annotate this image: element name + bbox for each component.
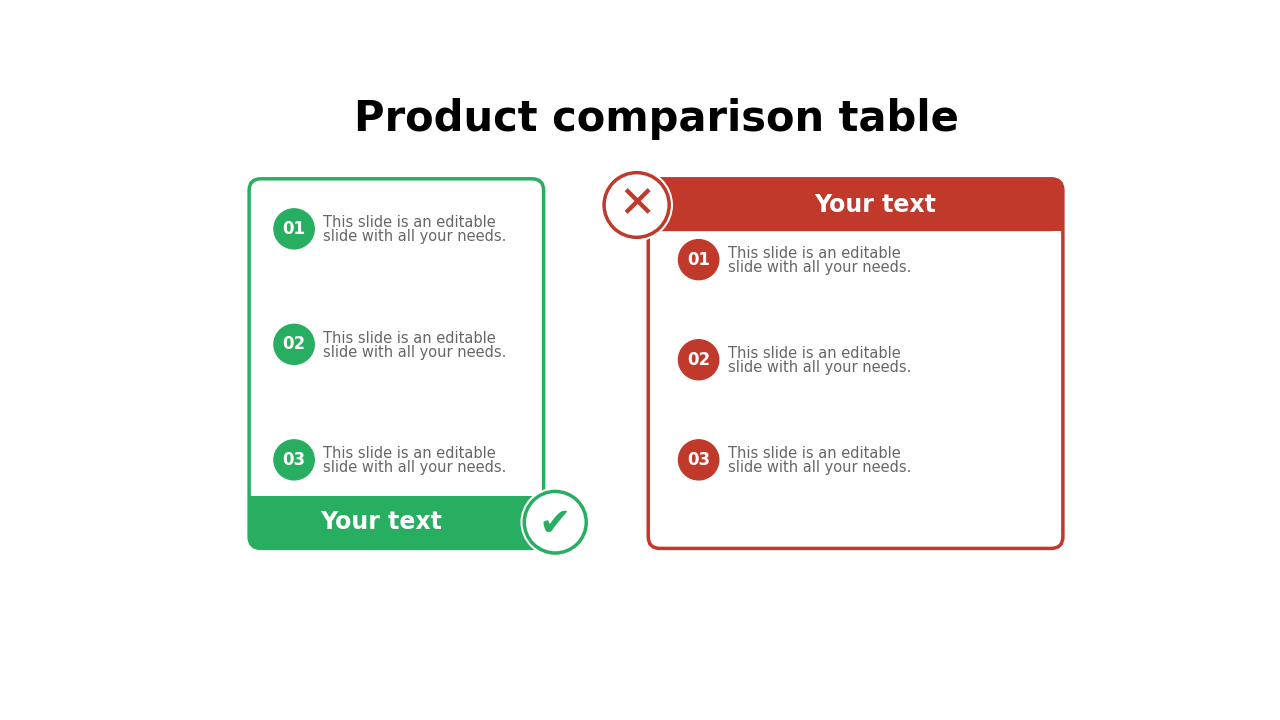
Text: ✔: ✔ (539, 505, 572, 543)
Circle shape (274, 324, 314, 364)
Circle shape (521, 488, 589, 556)
Circle shape (678, 240, 719, 279)
Text: slide with all your needs.: slide with all your needs. (728, 260, 911, 275)
Text: This slide is an editable: This slide is an editable (728, 246, 901, 261)
Text: Product comparison table: Product comparison table (353, 98, 959, 140)
Text: slide with all your needs.: slide with all your needs. (323, 229, 506, 244)
Bar (250, 496, 544, 537)
Text: 03: 03 (283, 451, 306, 469)
Text: 01: 01 (283, 220, 306, 238)
Circle shape (602, 170, 672, 240)
Text: slide with all your needs.: slide with all your needs. (728, 460, 911, 475)
Text: 01: 01 (687, 251, 710, 269)
Text: This slide is an editable: This slide is an editable (728, 446, 901, 462)
Text: slide with all your needs.: slide with all your needs. (323, 460, 506, 475)
Bar (648, 190, 1062, 231)
Text: 03: 03 (687, 451, 710, 469)
Circle shape (274, 440, 314, 480)
Text: 02: 02 (283, 336, 306, 354)
Text: ✕: ✕ (618, 184, 655, 227)
Circle shape (604, 173, 669, 238)
Text: Your text: Your text (320, 510, 442, 534)
Text: 02: 02 (687, 351, 710, 369)
Text: This slide is an editable: This slide is an editable (323, 446, 495, 462)
Circle shape (678, 340, 719, 379)
Text: This slide is an editable: This slide is an editable (323, 215, 495, 230)
Text: This slide is an editable: This slide is an editable (323, 330, 495, 346)
FancyBboxPatch shape (250, 496, 544, 549)
Text: slide with all your needs.: slide with all your needs. (323, 345, 506, 359)
Circle shape (678, 440, 719, 480)
Circle shape (274, 209, 314, 249)
Text: slide with all your needs.: slide with all your needs. (728, 360, 911, 375)
FancyBboxPatch shape (648, 179, 1062, 549)
Text: This slide is an editable: This slide is an editable (728, 346, 901, 361)
Circle shape (525, 492, 586, 553)
Text: Your text: Your text (814, 193, 936, 217)
FancyBboxPatch shape (648, 179, 1062, 231)
FancyBboxPatch shape (250, 179, 544, 549)
